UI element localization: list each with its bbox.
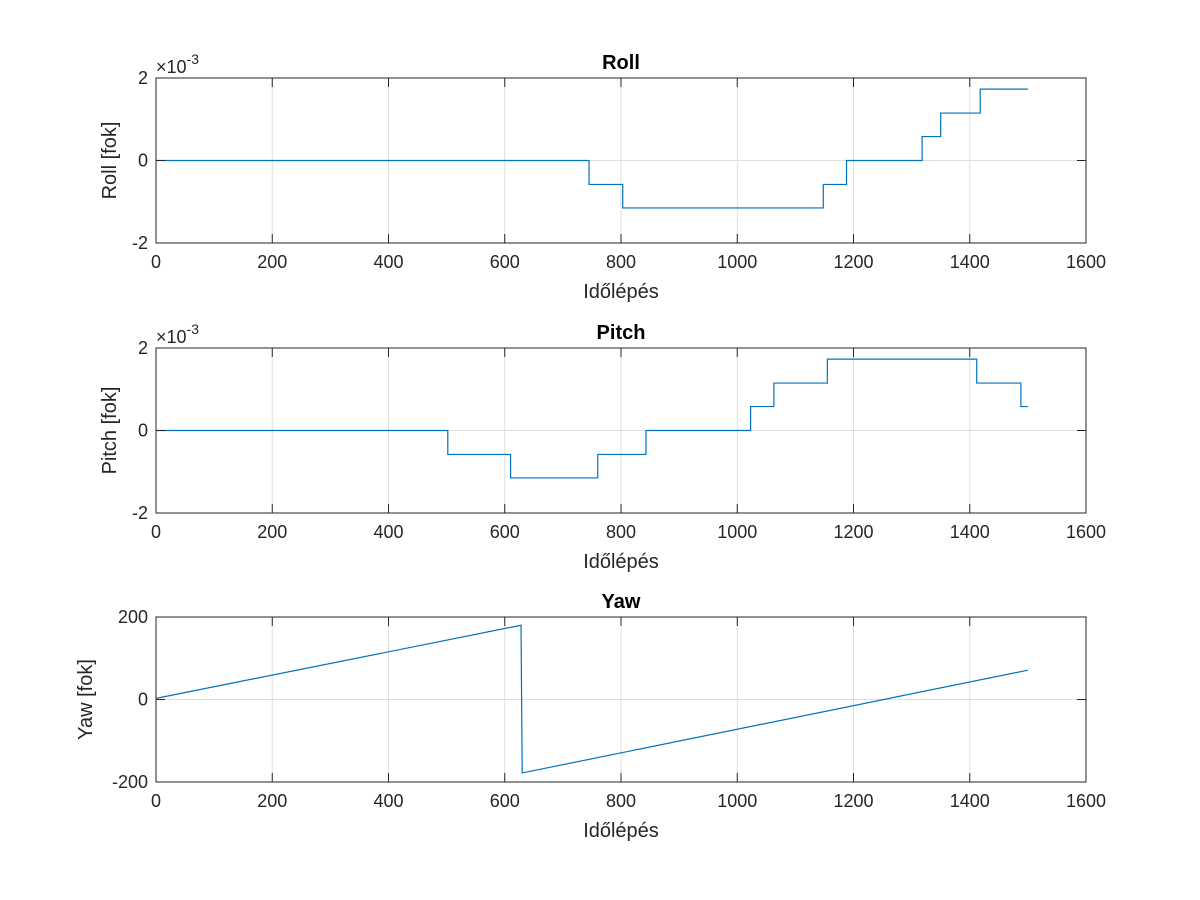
x-tick-label: 1400 [950,791,990,811]
series-line-pitch [156,358,1028,479]
y-tick-label: 0 [138,690,148,710]
x-tick-label: 1400 [950,522,990,542]
y-axis-label: Pitch [fok] [99,387,121,475]
x-tick-label: 400 [373,791,403,811]
x-tick-label: 600 [490,522,520,542]
plot-title: Roll [602,52,640,74]
x-tick-label: 1000 [717,522,757,542]
x-tick-label: 800 [606,522,636,542]
x-tick-label: 1200 [833,791,873,811]
x-tick-label: 0 [151,522,161,542]
x-tick-label: 1600 [1066,791,1106,811]
subplot-pitch: 0 200 400 600 800 1000 1200 1400 1600-202×10-3 Pi… [99,321,1106,573]
x-tick-label: 600 [490,791,520,811]
x-tick-label: 800 [606,252,636,272]
x-axis-label: Időlépés [583,551,659,573]
x-tick-label: 200 [257,791,287,811]
y-tick-label: -200 [112,772,148,792]
x-tick-label: 1600 [1066,522,1106,542]
exponent-power: -3 [187,51,200,67]
exponent-power: -3 [187,321,200,337]
y-tick-label: 200 [118,607,148,627]
series-line-roll [156,88,1028,209]
x-tick-label: 400 [373,252,403,272]
plot-title: Pitch [597,322,646,344]
x-tick-label: 400 [373,522,403,542]
y-axis-label: Yaw [fok] [75,659,97,740]
x-tick-label: 200 [257,252,287,272]
x-tick-label: 200 [257,522,287,542]
y-axis-label: Roll [fok] [99,122,121,200]
exponent-base: ×10 [156,327,187,347]
y-tick-label: 2 [138,338,148,358]
y-exponent-label: ×10-3 [156,51,199,77]
plot-title: Yaw [602,591,641,613]
x-tick-label: 1000 [717,791,757,811]
subplot-roll: 0 200 400 600 800 1000 1200 1400 1600-202×10-3 Ro… [99,51,1106,303]
x-tick-label: 1000 [717,252,757,272]
exponent-base: ×10 [156,57,187,77]
y-tick-label: -2 [132,233,148,253]
series-line-yaw [156,624,1028,774]
x-tick-label: 800 [606,791,636,811]
x-tick-label: 0 [151,252,161,272]
y-tick-label: 0 [138,421,148,441]
x-tick-label: 600 [490,252,520,272]
y-exponent-label: ×10-3 [156,321,199,347]
x-axis-label: Időlépés [583,281,659,303]
y-tick-label: 2 [138,68,148,88]
y-tick-label: -2 [132,503,148,523]
x-tick-label: 1200 [833,522,873,542]
x-tick-label: 1200 [833,252,873,272]
subplot-yaw: 0 200 400 600 800 1000 1200 1400 1600-2000200Yaw… [75,591,1106,842]
x-tick-label: 1600 [1066,252,1106,272]
x-tick-label: 1400 [950,252,990,272]
x-tick-label: 0 [151,791,161,811]
y-tick-label: 0 [138,151,148,171]
x-axis-label: Időlépés [583,820,659,842]
